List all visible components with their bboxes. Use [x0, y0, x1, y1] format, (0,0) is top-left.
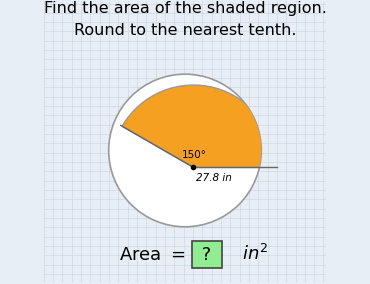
Text: 150°: 150° [182, 150, 207, 160]
Text: $in^2$: $in^2$ [242, 243, 268, 264]
Wedge shape [122, 85, 276, 168]
Text: Round to the nearest tenth.: Round to the nearest tenth. [74, 23, 296, 38]
Circle shape [109, 74, 261, 227]
Text: Area $=$: Area $=$ [119, 246, 185, 264]
Text: ?: ? [196, 246, 217, 264]
Text: Find the area of the shaded region.: Find the area of the shaded region. [44, 1, 326, 16]
Text: 27.8 in: 27.8 in [196, 173, 232, 183]
